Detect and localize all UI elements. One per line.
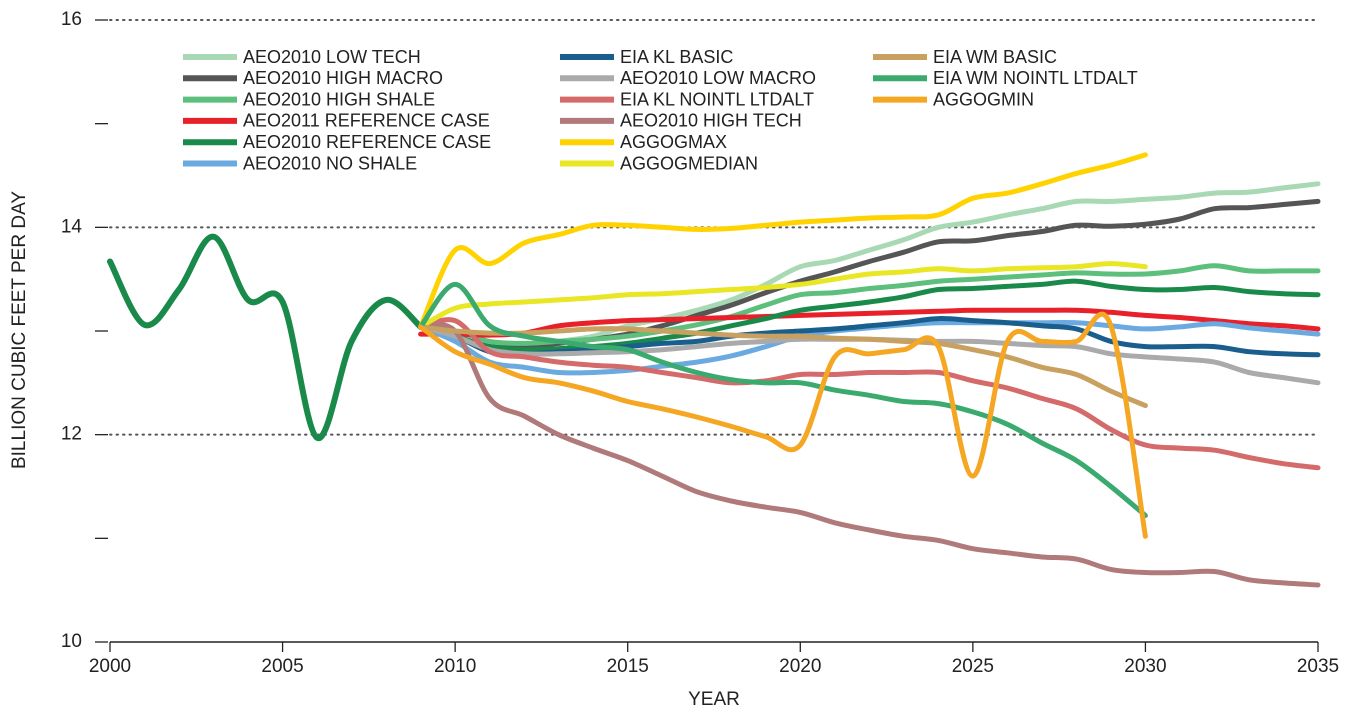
y-tick-label: 16 [61,9,82,30]
series-line [418,281,1148,518]
x-tick-label: 2030 [1124,656,1166,677]
legend-label: EIA KL NOINTL LTDALT [620,89,814,109]
series-line [418,181,1321,351]
legend-label: EIA WM BASIC [933,47,1057,67]
series-line [418,324,1148,409]
y-tick-label: 12 [61,424,82,445]
legend-label: AGGOGMIN [933,89,1034,109]
series-line [418,261,1148,330]
legend-label: AEO2010 HIGH MACRO [243,68,443,88]
x-tick-label: 2000 [89,656,131,677]
x-tick-label: 2020 [779,656,821,677]
legend-label: AEO2010 LOW MACRO [620,68,816,88]
legend-label: AEO2010 HIGH SHALE [243,89,435,109]
series-line [418,152,1148,330]
x-tick-label: 2010 [434,656,476,677]
legend-label: EIA WM NOINTL LTDALT [933,68,1138,88]
x-tick-label: 2005 [261,656,303,677]
series-line [418,278,1321,353]
legend-label: AEO2010 LOW TECH [243,47,421,67]
y-tick-label: 14 [61,216,83,237]
series-line [418,317,1321,471]
series-line [418,322,1321,588]
x-tick-label: 2015 [607,656,649,677]
series-line [418,307,1321,338]
x-tick-label: 2035 [1297,656,1339,677]
legend-label: AEO2010 HIGH TECH [620,111,802,131]
x-tick-label: 2025 [952,656,994,677]
series-line [418,311,1148,539]
series-line [107,233,424,441]
x-axis-label: YEAR [688,689,740,710]
y-tick-label: 10 [61,631,82,652]
y-axis-label: BILLION CUBIC FEET PER DAY [9,191,30,469]
legend-label: AGGOGMEDIAN [620,153,758,173]
legend-label: AEO2010 NO SHALE [243,153,417,173]
legend-label: AGGOGMAX [620,132,727,152]
legend-label: EIA KL BASIC [620,47,733,67]
legend-label: AEO2010 REFERENCE CASE [243,132,491,152]
legend-label: AEO2011 REFERENCE CASE [243,111,490,131]
